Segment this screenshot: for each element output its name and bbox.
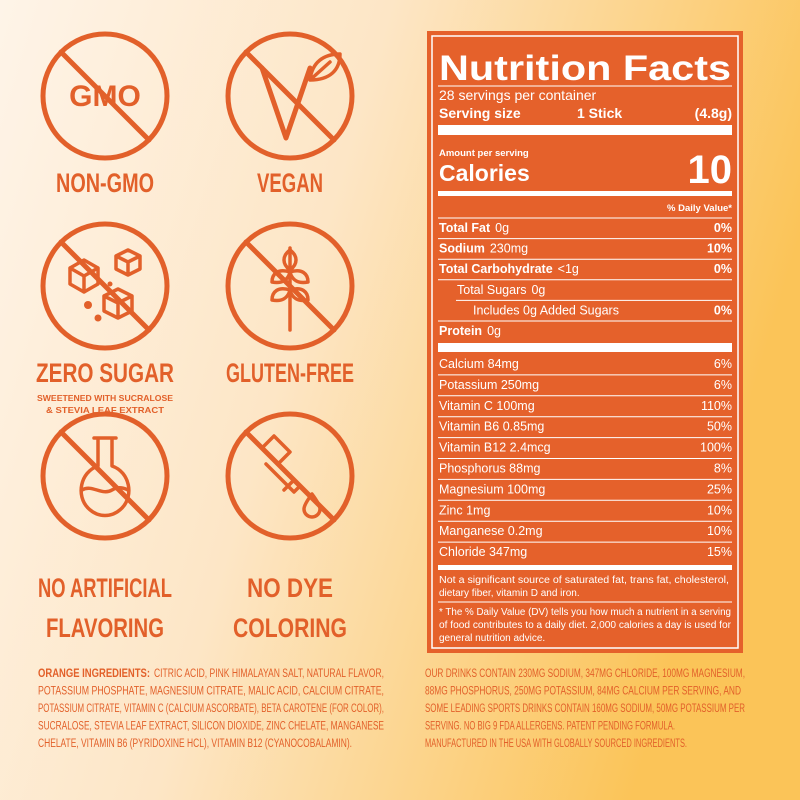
- vitamin-dv: 25%: [707, 482, 732, 496]
- icon-vegan: [225, 31, 355, 161]
- nutrient-dv: 0%: [714, 262, 732, 276]
- vitamin-dv: 6%: [714, 357, 732, 371]
- ingredients: CITRIC ACID, PINK HIMALAYAN SALT, NATURA…: [38, 668, 384, 750]
- nutrient-name: Includes 0g Added Sugars: [473, 303, 619, 317]
- claims-line: OUR DRINKS CONTAIN 230MG SODIUM, 347MG C…: [425, 668, 745, 680]
- badge-label: NO DYE: [247, 573, 333, 603]
- vitamin-dv: 15%: [707, 545, 732, 559]
- claims: OUR DRINKS CONTAIN 230MG SODIUM, 347MG C…: [425, 668, 745, 750]
- vitamin-dv: 8%: [714, 462, 732, 476]
- panel-border: [431, 35, 739, 649]
- nf-title: Nutrition Facts: [439, 49, 731, 88]
- claims-line: 88MG PHOSPHORUS, 250MG POTASSIUM, 84MG C…: [425, 686, 741, 698]
- nutrient-row: Total Sugars 0g: [457, 283, 545, 297]
- nutrient-row: Total Fat 0g: [439, 221, 509, 235]
- icon-dye: [225, 411, 355, 541]
- nutrient-name: Protein: [439, 324, 482, 338]
- vitamin-rows: Calcium 84mg 6% Potassium 250mg 6% Vitamin C…: [438, 357, 732, 559]
- nutrient-name: Total Sugars: [457, 283, 526, 297]
- nutrient-row: Sodium 230mg: [439, 242, 528, 256]
- nutrient-name: Sodium: [439, 242, 485, 256]
- vitamin-dv: 100%: [700, 441, 732, 455]
- serving-size-label: Serving size: [439, 105, 521, 121]
- icon-gmo: GMO: [40, 31, 170, 161]
- badge-label: FLAVORING: [46, 613, 164, 643]
- ingredients-line: CHELATE, VITAMIN B6 (PYRIDOXINE HCL), VI…: [38, 738, 352, 750]
- vitamin-name: Vitamin C 100mg: [439, 399, 535, 413]
- dv-note: general nutrition advice.: [439, 633, 545, 644]
- vitamin-name: Vitamin B12 2.4mcg: [439, 441, 551, 455]
- medium-rule: [438, 191, 732, 196]
- ingredients-line: POTASSIUM CITRATE, VITAMIN C (CALCIUM AS…: [38, 703, 384, 715]
- nutrient-amount: 230mg: [490, 242, 528, 256]
- icon-text: GMO: [69, 80, 141, 113]
- vitamin-dv: 10%: [707, 524, 732, 538]
- nutrient-dv: 10%: [707, 242, 732, 256]
- nutrient-dv: 0%: [714, 221, 732, 235]
- vitamin-dv: 110%: [701, 399, 732, 413]
- badge-label: COLORING: [233, 613, 347, 643]
- footnote: Not a significant source of saturated fa…: [439, 575, 729, 586]
- thick-rule: [438, 343, 732, 352]
- nutrient-rows: Total Fat 0g 0% Sodium 230mg 10% Total Carbohy…: [438, 217, 732, 338]
- badge-label: GLUTEN-FREE: [226, 358, 354, 388]
- dv-header: % Daily Value*: [667, 203, 732, 214]
- calories-value: 10: [688, 148, 733, 192]
- thick-rule: [438, 125, 732, 135]
- icon-flavor: [40, 411, 170, 541]
- nutrient-amount: <1g: [558, 262, 579, 276]
- nutrition-facts: Nutrition Facts 28 servings per containe…: [427, 31, 743, 653]
- ingredients-label: ORANGE INGREDIENTS:: [38, 668, 150, 680]
- badge-note: & STEVIA LEAF EXTRACT: [46, 405, 165, 415]
- badge-label: NO ARTIFICIAL: [38, 573, 172, 603]
- serving-size-weight: (4.8g): [695, 105, 732, 121]
- nutrient-name: Total Fat: [439, 221, 491, 235]
- icon-sugar: [40, 221, 170, 351]
- ingredients-line: SUCRALOSE, STEVIA LEAF EXTRACT, SILICON …: [38, 721, 384, 733]
- vitamin-name: Zinc 1mg: [439, 503, 490, 517]
- badge-note: SWEETENED WITH SUCRALOSE: [37, 393, 173, 403]
- icon-gluten: [225, 221, 355, 351]
- claims-line: SERVING. NO BIG 9 FDA ALLERGENS. PATENT …: [425, 721, 675, 733]
- vitamin-name: Magnesium 100mg: [439, 482, 545, 496]
- dv-note: * The % Daily Value (DV) tells you how m…: [439, 607, 731, 618]
- footnote: dietary fiber, vitamin D and iron.: [439, 588, 580, 599]
- nutrient-name: Total Carbohydrate: [439, 262, 553, 276]
- panel: [427, 31, 743, 653]
- vitamin-dv: 6%: [714, 378, 732, 392]
- vitamin-name: Manganese 0.2mg: [439, 524, 543, 538]
- medium-rule: [438, 565, 732, 570]
- badge-label: NON-GMO: [56, 168, 154, 198]
- vitamin-name: Calcium 84mg: [439, 357, 519, 371]
- nutrient-amount: 0g: [495, 221, 509, 235]
- vitamin-name: Potassium 250mg: [439, 378, 539, 392]
- claims-line: SOME LEADING SPORTS DRINKS CONTAIN 160MG…: [425, 703, 745, 715]
- badge-label: ZERO SUGAR: [36, 358, 174, 388]
- vitamin-name: Chloride 347mg: [439, 545, 527, 559]
- serving-size-amount: 1 Stick: [577, 105, 622, 121]
- nutrient-row: Total Carbohydrate <1g: [439, 262, 579, 276]
- amount-per-serving: Amount per serving: [439, 148, 529, 159]
- ingredients-line: POTASSIUM PHOSPHATE, MAGNESIUM CITRATE, …: [38, 686, 384, 698]
- vitamin-name: Vitamin B6 0.85mg: [439, 420, 544, 434]
- vitamin-name: Phosphorus 88mg: [439, 462, 541, 476]
- ingredients-line: ORANGE INGREDIENTS:: [38, 668, 150, 680]
- nutrient-row: Protein 0g: [439, 324, 501, 338]
- nutrient-row: Includes 0g Added Sugars: [473, 303, 619, 317]
- vitamin-dv: 50%: [707, 420, 732, 434]
- ingredients-line: CITRIC ACID, PINK HIMALAYAN SALT, NATURA…: [154, 668, 384, 680]
- nutrient-amount: 0g: [531, 283, 545, 297]
- calories-label: Calories: [439, 160, 530, 186]
- claims-line: MANUFACTURED IN THE USA WITH GLOBALLY SO…: [425, 738, 687, 750]
- nutrient-dv: 0%: [714, 303, 732, 317]
- servings: 28 servings per container: [439, 87, 597, 103]
- vitamin-dv: 10%: [707, 503, 732, 517]
- nutrient-amount: 0g: [487, 324, 501, 338]
- badge-label: VEGAN: [257, 168, 323, 198]
- dv-note: of food contributes to a daily diet. 2,0…: [439, 620, 732, 631]
